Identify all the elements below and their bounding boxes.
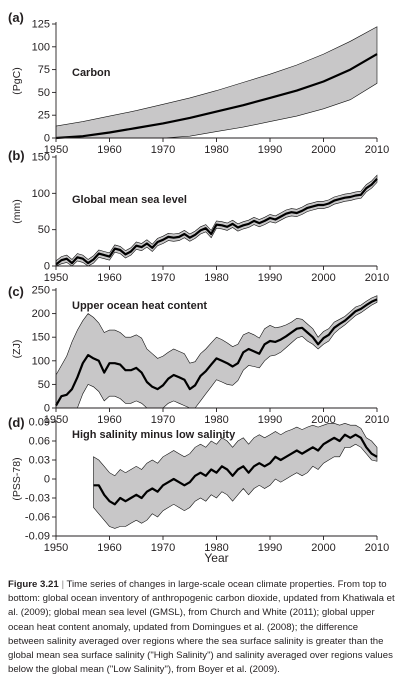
panel-a-y-tick-label: 100 — [32, 41, 50, 53]
panel-d-title: High salinity minus low salinity — [72, 429, 236, 441]
panel-c-letter: (c) — [8, 284, 24, 299]
panel-c-y-tick-label: 0 — [44, 403, 50, 415]
panel-b-series-line — [55, 178, 378, 266]
panel-d-y-tick-label: 0.09 — [29, 417, 50, 429]
panel-c-x-tick-label: 1980 — [204, 414, 228, 426]
panel-b-y-axis-label: (mm) — [11, 199, 23, 224]
panel-b-y-tick-label: 50 — [38, 224, 50, 236]
panel-a-x-tick-label: 2000 — [311, 144, 335, 156]
panel-a-series-line — [55, 53, 378, 140]
panel-c-x-tick-label: 1960 — [97, 414, 121, 426]
panel-c-y-axis-label: (ZJ) — [11, 340, 23, 359]
panel-d-x-tick-label: 1990 — [258, 542, 282, 554]
panel-b-y-tick-label: 150 — [32, 152, 50, 164]
panel-d-x-tick-label: 1980 — [204, 542, 228, 554]
panel-d-series-line — [93, 433, 378, 506]
panel-a-uncertainty-band — [55, 26, 378, 139]
panel-a-x-tick-label: 1980 — [204, 144, 228, 156]
panel-d-uncertainty-band — [93, 422, 378, 529]
panel-d-x-tick-label: 2010 — [365, 542, 389, 554]
panel-d-y-tick-label: -0.03 — [25, 493, 50, 505]
panel-b-letter: (b) — [8, 148, 25, 163]
panel-a-x-tick-label: 1970 — [151, 144, 175, 156]
panel-a-letter: (a) — [8, 10, 24, 25]
panel-d-y-axis-label: (PSS-78) — [11, 457, 23, 500]
panel-c-y-tick-label: 150 — [32, 332, 50, 344]
panel-c-y-tick-label: 250 — [32, 285, 50, 297]
panel-a-x-tick-label: 1950 — [44, 144, 68, 156]
panel-a-y-tick-label: 0 — [44, 133, 50, 145]
panel-c-y-tick-label: 50 — [38, 379, 50, 391]
panel-d-x-tick-label: 2000 — [311, 542, 335, 554]
panel-b-y-tick-label: 100 — [32, 188, 50, 200]
panel-b-title: Global mean sea level — [72, 194, 187, 206]
panel-c-x-tick-label: 1990 — [258, 414, 282, 426]
figure-caption: Figure 3.21 | Time series of changes in … — [8, 578, 396, 677]
panel-b-x-tick-label: 1980 — [204, 272, 228, 284]
panel-b-uncertainty-band — [55, 174, 378, 267]
caption-text: Time series of changes in large-scale oc… — [8, 579, 395, 676]
panel-c-y-tick-label: 100 — [32, 355, 50, 367]
panel-a-y-tick-label: 50 — [38, 87, 50, 99]
panel-d-y-tick-label: 0.03 — [29, 455, 50, 467]
panel-a-y-axis-label: (PgC) — [11, 67, 23, 94]
panel-c-x-tick-label: 2010 — [365, 414, 389, 426]
panel-d-y-tick-label: 0 — [44, 474, 50, 486]
panel-d-x-tick-label: 1950 — [44, 542, 68, 554]
panel-b-x-tick-label: 1960 — [97, 272, 121, 284]
panel-b-x-tick-label: 2010 — [365, 272, 389, 284]
panel-c-uncertainty-band — [55, 295, 378, 409]
panel-b-x-tick-label: 1990 — [258, 272, 282, 284]
panel-d-x-tick-label: 1960 — [97, 542, 121, 554]
panel-b-x-tick-label: 2000 — [311, 272, 335, 284]
panel-d-letter: (d) — [8, 415, 25, 430]
panel-d-y-tick-label: 0.06 — [29, 436, 50, 448]
panel-d-x-axis-label: Year — [204, 551, 228, 565]
panel-c-series-line — [55, 298, 378, 407]
panel-b-y-tick-label: 0 — [44, 261, 50, 273]
caption-label: Figure 3.21 — [8, 579, 59, 590]
panel-c-x-tick-label: 1970 — [151, 414, 175, 426]
panel-b-x-tick-label: 1950 — [44, 272, 68, 284]
panel-b-x-tick-label: 1970 — [151, 272, 175, 284]
panel-a-x-tick-label: 1990 — [258, 144, 282, 156]
panel-d-x-tick-label: 1970 — [151, 542, 175, 554]
panel-a-y-tick-label: 75 — [38, 64, 50, 76]
panel-c-y-tick-label: 200 — [32, 308, 50, 320]
panel-a-title: Carbon — [72, 67, 111, 79]
panel-c-title: Upper ocean heat content — [72, 300, 207, 312]
panel-a-x-tick-label: 1960 — [97, 144, 121, 156]
panel-a-x-tick-label: 2010 — [365, 144, 389, 156]
panel-a-y-tick-label: 125 — [32, 19, 50, 31]
panel-d-y-tick-label: -0.06 — [25, 512, 50, 524]
panel-a-y-tick-label: 25 — [38, 110, 50, 122]
caption-separator: | — [61, 579, 65, 590]
panel-d-y-tick-label: -0.09 — [25, 531, 50, 543]
